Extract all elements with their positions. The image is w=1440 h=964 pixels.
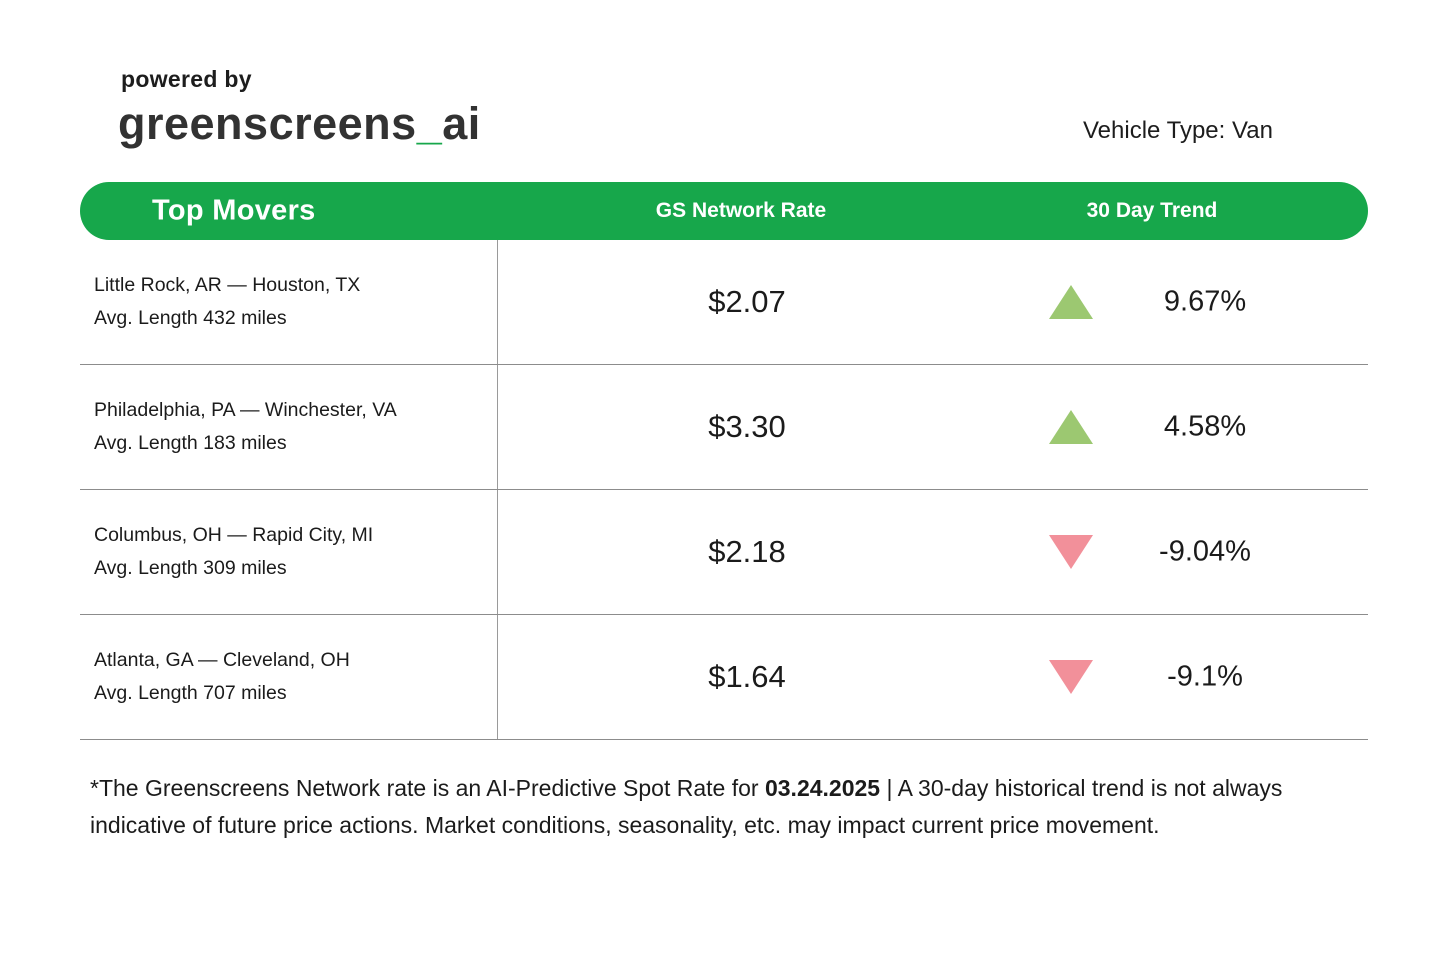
rate-value: $3.30: [708, 409, 786, 444]
vehicle-type-label: Vehicle Type: Van: [1083, 117, 1273, 144]
column-header-gs-network-rate: GS Network Rate: [655, 199, 827, 222]
footnote-prefix: *The Greenscreens Network rate is an AI-…: [90, 775, 765, 801]
column-divider: [497, 240, 498, 740]
trend-direction-icon: [1049, 535, 1093, 569]
lane-avg-length: Avg. Length 432 miles: [94, 307, 287, 329]
footnote-suffix: | A 30-day historical trend is not alway…: [90, 775, 1283, 838]
column-header-30-day-trend: 30 Day Trend: [1086, 199, 1218, 222]
lane-name: Philadelphia, PA — Winchester, VA: [94, 399, 397, 421]
rate-value: $2.07: [708, 284, 786, 319]
powered-by-label: powered by: [121, 66, 252, 92]
top-movers-table: Little Rock, AR — Houston, TX Avg. Lengt…: [80, 240, 1368, 740]
logo-text-main: greenscreens: [118, 98, 417, 149]
lane-name: Atlanta, GA — Cleveland, OH: [94, 649, 350, 671]
lane-avg-length: Avg. Length 707 miles: [94, 682, 287, 704]
lane-cell: Atlanta, GA — Cleveland, OH Avg. Length …: [94, 644, 350, 710]
trend-direction-icon: [1049, 285, 1093, 319]
lane-cell: Columbus, OH — Rapid City, MI Avg. Lengt…: [94, 519, 373, 585]
trend-value: -9.1%: [1167, 660, 1243, 693]
lane-name: Little Rock, AR — Houston, TX: [94, 274, 361, 296]
trend-icon-wrap: [1049, 535, 1093, 569]
trend-icon-wrap: [1049, 660, 1093, 694]
table-row: Little Rock, AR — Houston, TX Avg. Lengt…: [80, 240, 1368, 365]
trend-direction-icon: [1049, 410, 1093, 444]
trend-icon-wrap: [1049, 410, 1093, 444]
lane-avg-length: Avg. Length 309 miles: [94, 557, 287, 579]
lane-name: Columbus, OH — Rapid City, MI: [94, 524, 374, 546]
trend-value: -9.04%: [1159, 535, 1251, 568]
lane-cell: Philadelphia, PA — Winchester, VA Avg. L…: [94, 394, 397, 460]
logo-text-suffix: ai: [442, 98, 481, 149]
table-header-bar: Top Movers GS Network Rate 30 Day Trend: [80, 182, 1368, 240]
table-title: Top Movers: [152, 194, 316, 227]
trend-value: 4.58%: [1163, 410, 1247, 443]
table-row: Atlanta, GA — Cleveland, OH Avg. Length …: [80, 615, 1368, 740]
table-row: Columbus, OH — Rapid City, MI Avg. Lengt…: [80, 490, 1368, 615]
footnote-date: 03.24.2025: [764, 775, 881, 801]
logo-underscore: _: [416, 98, 443, 149]
lane-cell: Little Rock, AR — Houston, TX Avg. Lengt…: [94, 269, 360, 335]
rate-value: $2.18: [708, 534, 786, 569]
table-row: Philadelphia, PA — Winchester, VA Avg. L…: [80, 365, 1368, 490]
disclaimer-footnote: *The Greenscreens Network rate is an AI-…: [90, 770, 1362, 844]
rate-value: $1.64: [708, 659, 786, 694]
trend-value: 9.67%: [1163, 285, 1247, 318]
trend-icon-wrap: [1049, 285, 1093, 319]
lane-avg-length: Avg. Length 183 miles: [94, 432, 287, 454]
greenscreens-logo: greenscreens_ai: [118, 98, 481, 150]
trend-direction-icon: [1049, 660, 1093, 694]
